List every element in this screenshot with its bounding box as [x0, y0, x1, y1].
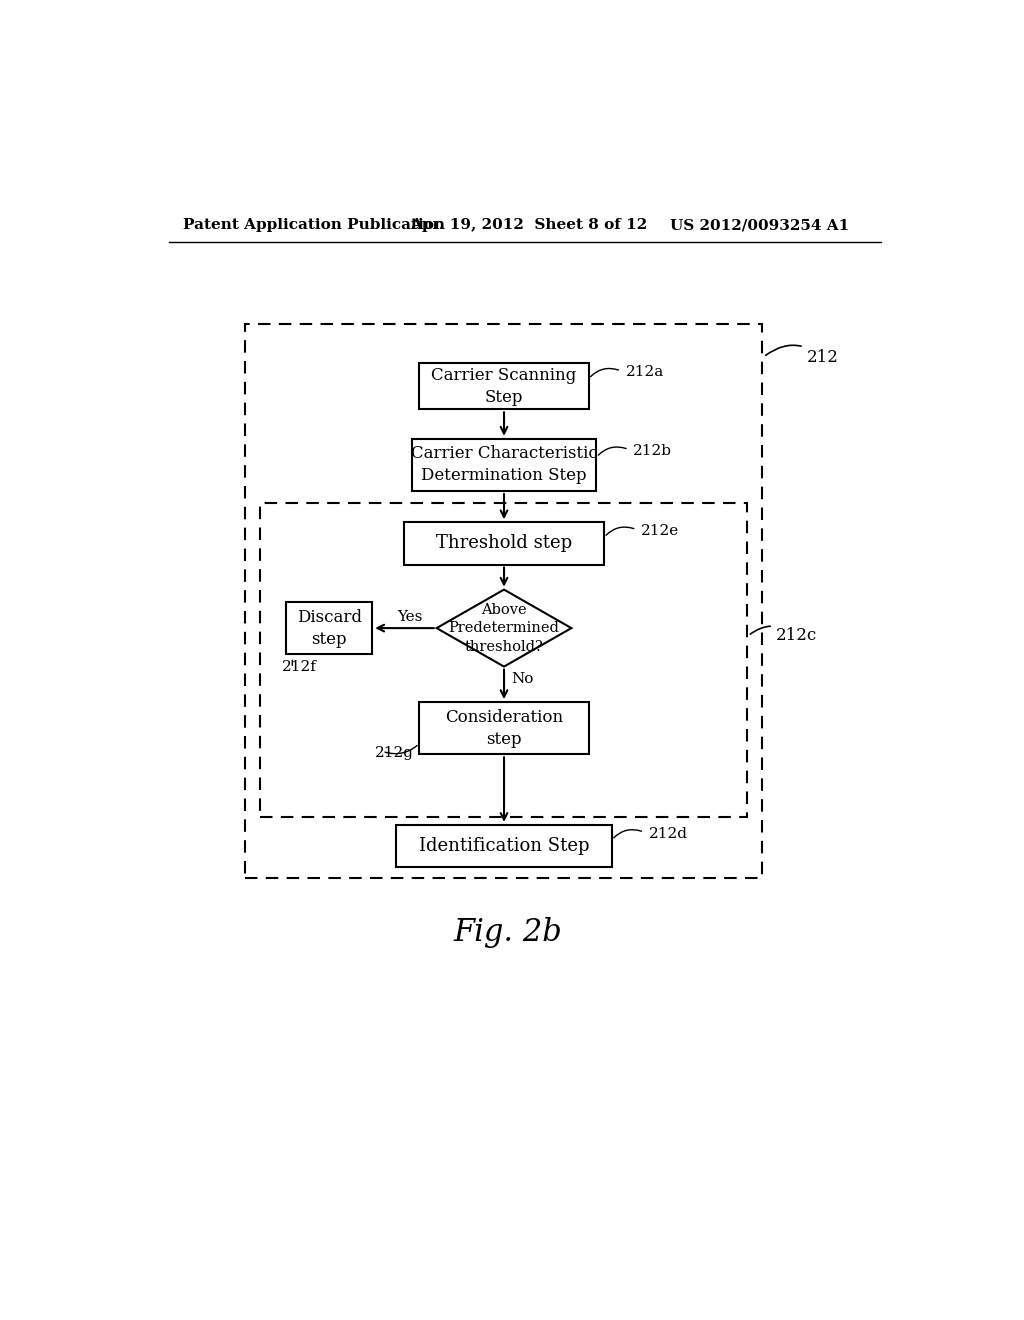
- Text: Carrier Characteristic
Determination Step: Carrier Characteristic Determination Ste…: [411, 445, 597, 484]
- Text: Above
Predetermined
threshold?: Above Predetermined threshold?: [449, 603, 559, 653]
- Text: 212e: 212e: [641, 524, 679, 539]
- Bar: [396, 825, 611, 867]
- Text: Apr. 19, 2012  Sheet 8 of 12: Apr. 19, 2012 Sheet 8 of 12: [410, 218, 647, 232]
- Bar: [286, 602, 373, 655]
- Text: 212c: 212c: [751, 626, 817, 644]
- Text: Consideration
step: Consideration step: [445, 709, 563, 748]
- Bar: [419, 363, 589, 409]
- Text: 212: 212: [766, 346, 839, 366]
- Text: Yes: Yes: [397, 610, 423, 624]
- Text: Identification Step: Identification Step: [419, 837, 589, 855]
- Bar: [260, 503, 746, 817]
- Text: US 2012/0093254 A1: US 2012/0093254 A1: [670, 218, 849, 232]
- Bar: [245, 323, 762, 878]
- Text: 212f: 212f: [283, 660, 317, 673]
- Text: Threshold step: Threshold step: [436, 535, 572, 552]
- Text: Carrier Scanning
Step: Carrier Scanning Step: [431, 367, 577, 407]
- Text: No: No: [512, 672, 535, 686]
- Bar: [403, 523, 604, 565]
- Text: Patent Application Publication: Patent Application Publication: [183, 218, 444, 232]
- Text: 212a: 212a: [626, 366, 664, 379]
- Text: 212b: 212b: [634, 444, 673, 458]
- Text: 212d: 212d: [649, 826, 688, 841]
- Text: 212g: 212g: [375, 746, 414, 760]
- Text: Discard
step: Discard step: [297, 609, 361, 648]
- Bar: [419, 702, 589, 755]
- Polygon shape: [436, 590, 571, 667]
- Text: Fig. 2b: Fig. 2b: [454, 917, 562, 948]
- Bar: [412, 438, 596, 491]
